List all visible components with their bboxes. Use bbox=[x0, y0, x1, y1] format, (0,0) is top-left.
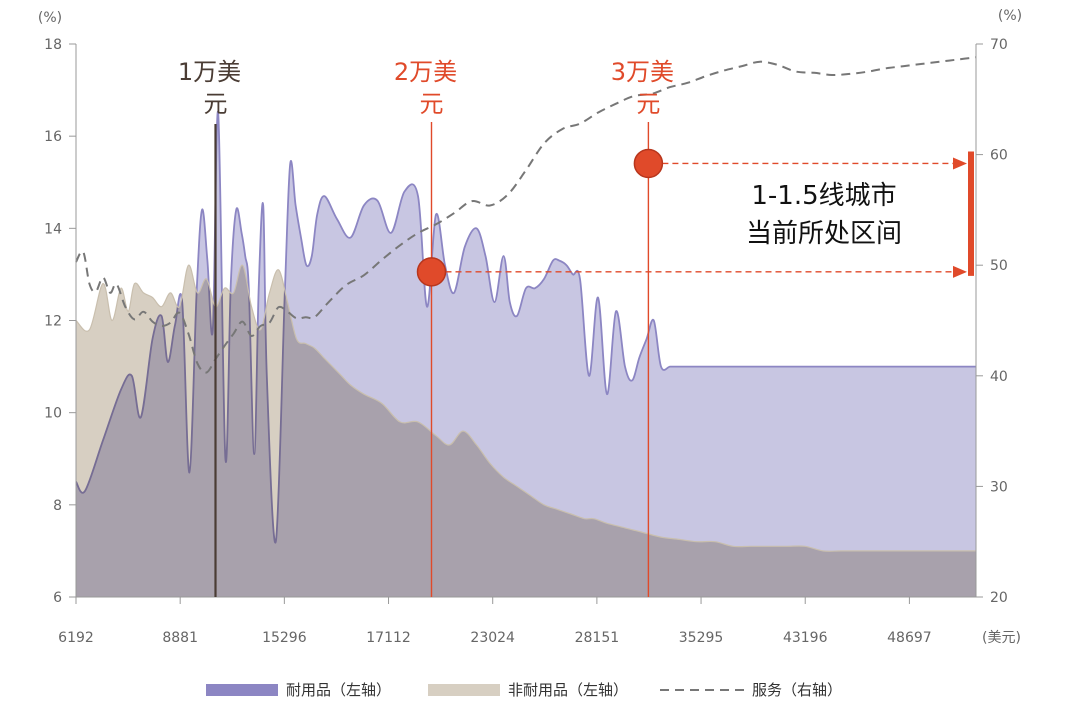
left-tick-label: 10 bbox=[44, 406, 62, 422]
right-tick-label: 40 bbox=[990, 369, 1008, 385]
threshold-label-line2: 元 bbox=[636, 90, 660, 118]
series-line-nondurable bbox=[75, 264, 976, 552]
highlight-point bbox=[633, 148, 664, 179]
left-tick-label: 8 bbox=[53, 498, 62, 514]
x-tick-label: 8881 bbox=[162, 630, 198, 646]
threshold-label-line1: 3万美 bbox=[611, 58, 674, 86]
x-tick-label: 28151 bbox=[575, 630, 620, 646]
left-tick-label: 18 bbox=[44, 37, 62, 53]
legend-label: 服务（右轴） bbox=[752, 681, 842, 699]
series-line-durable bbox=[75, 110, 976, 544]
plot-areas bbox=[75, 56, 977, 598]
x-tick-label: 6192 bbox=[58, 630, 94, 646]
x-tick-label: 17112 bbox=[366, 630, 411, 646]
right-axis-unit: (%) bbox=[998, 8, 1022, 24]
threshold-label-line1: 2万美 bbox=[394, 58, 457, 86]
right-tick-label: 20 bbox=[990, 590, 1008, 606]
series-line-services bbox=[75, 56, 977, 374]
x-tick-label: 15296 bbox=[262, 630, 307, 646]
right-tick-label: 30 bbox=[990, 479, 1008, 495]
x-axis-unit: (美元) bbox=[982, 630, 1021, 646]
annotation-arrowhead bbox=[953, 157, 967, 170]
annotation-arrowhead bbox=[953, 265, 967, 278]
legend-label: 非耐用品（左轴） bbox=[508, 681, 628, 699]
threshold-label-line2: 元 bbox=[420, 90, 444, 118]
right-tick-label: 70 bbox=[990, 37, 1008, 53]
threshold-label-line1: 1万美 bbox=[178, 58, 241, 86]
x-tick-label: 43196 bbox=[783, 630, 828, 646]
x-tick-label: 48697 bbox=[887, 630, 932, 646]
x-tick-label: 23024 bbox=[470, 630, 515, 646]
legend: 耐用品（左轴） 非耐用品（左轴） 服务（右轴） bbox=[206, 681, 842, 699]
legend-swatch bbox=[428, 684, 500, 696]
threshold-label-line2: 元 bbox=[204, 90, 228, 118]
legend-label: 耐用品（左轴） bbox=[286, 681, 391, 699]
highlight-point bbox=[416, 257, 447, 287]
left-tick-label: 16 bbox=[44, 129, 62, 145]
left-axis-unit: (%) bbox=[38, 10, 62, 26]
x-tick-label: 35295 bbox=[679, 630, 724, 646]
series-area-nondurable bbox=[76, 265, 976, 597]
annotation-text-line1: 1-1.5线城市 bbox=[751, 181, 896, 211]
axes: 6 8 10 12 14 16 18 20 30 40 50 60 70 6192 8881 15296 171… bbox=[38, 8, 1022, 646]
legend-swatch bbox=[206, 684, 278, 696]
right-tick-label: 50 bbox=[990, 258, 1008, 274]
left-tick-label: 6 bbox=[53, 590, 62, 606]
right-tick-label: 60 bbox=[990, 148, 1008, 164]
left-tick-label: 14 bbox=[44, 221, 62, 237]
left-tick-label: 12 bbox=[44, 314, 62, 330]
annotation-text-line2: 当前所处区间 bbox=[746, 219, 902, 249]
